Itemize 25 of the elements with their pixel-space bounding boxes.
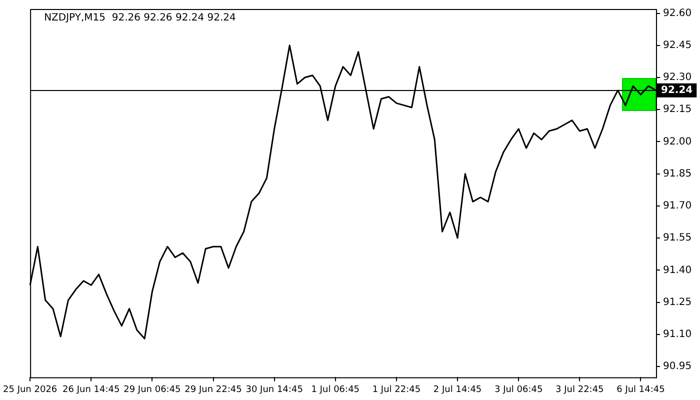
y-tick-label: 92.60 xyxy=(663,8,692,19)
x-tick-label: 2 Jul 14:45 xyxy=(433,384,482,395)
y-tick-label: 91.70 xyxy=(663,200,692,212)
y-tick-label: 92.00 xyxy=(663,136,692,148)
y-tick-label: 91.10 xyxy=(663,328,692,340)
x-tick-label: 3 Jul 06:45 xyxy=(494,384,543,395)
x-tick-label: 29 Jun 22:45 xyxy=(184,384,242,395)
x-tick-label: 1 Jul 22:45 xyxy=(372,384,421,395)
x-tick-label: 25 Jun 2026 xyxy=(3,384,58,395)
y-tick-label: 91.40 xyxy=(663,264,692,276)
x-tick-label: 30 Jun 14:45 xyxy=(246,384,303,395)
y-tick-label: 91.25 xyxy=(663,296,692,308)
y-tick-label: 92.15 xyxy=(663,104,692,116)
x-tick-label: 29 Jun 06:45 xyxy=(124,384,181,395)
chart-title: NZDJPY,M15 92.26 92.26 92.24 92.24 xyxy=(44,12,236,24)
y-tick-label: 92.45 xyxy=(663,40,692,51)
y-tick-label: 90.95 xyxy=(663,361,692,372)
ref-line-label: 92.24 xyxy=(661,84,693,96)
y-tick-label: 92.30 xyxy=(663,72,692,84)
x-tick-label: 1 Jul 06:45 xyxy=(311,384,360,395)
y-tick-label: 91.55 xyxy=(663,232,692,244)
x-tick-label: 26 Jun 14:45 xyxy=(62,384,120,395)
x-tick-label: 3 Jul 22:45 xyxy=(556,384,604,395)
x-tick-label: 6 Jul 14:45 xyxy=(616,384,665,395)
y-tick-label: 91.85 xyxy=(663,168,692,180)
